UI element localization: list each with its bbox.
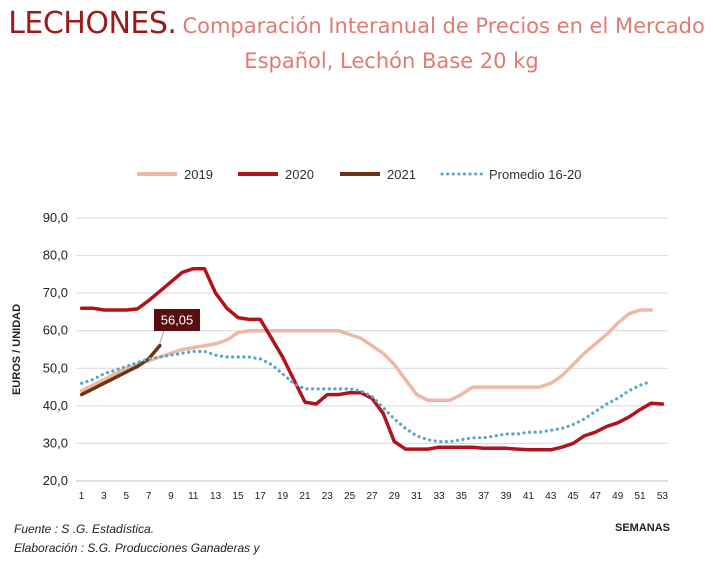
- x-tick-label: 33: [433, 491, 445, 502]
- annotation-layer: 56,05: [154, 309, 200, 344]
- title-main: LECHONES.: [8, 6, 177, 41]
- x-tick-label: 3: [101, 491, 107, 502]
- title-line-1: LECHONES. Comparación Interanual de Preci…: [0, 6, 713, 46]
- source-line-1: Fuente : S .G. Estadística.: [14, 522, 155, 536]
- legend-label-3: Promedio 16-20: [489, 167, 582, 182]
- legend: 2019 2020 2021 Promedio 16-20: [137, 167, 582, 182]
- x-tick-label: 23: [322, 491, 334, 502]
- x-tick-label: 19: [277, 491, 289, 502]
- y-tick-label: 50,0: [43, 360, 68, 375]
- source-line-2: Elaboración : S.G. Producciones Ganadera…: [14, 541, 260, 555]
- x-tick-label: 41: [523, 491, 535, 502]
- series-line-1: [79, 266, 665, 452]
- x-tick-label: 17: [255, 491, 267, 502]
- legend-label-2: 2021: [387, 167, 416, 182]
- title-subtitle-line-1: Comparación Interanual de Precios en el …: [182, 14, 705, 38]
- y-tick-label: 40,0: [43, 398, 68, 413]
- series-layer: [79, 266, 665, 452]
- y-tick-label: 90,0: [43, 210, 68, 225]
- title-subtitle-line-2: Español, Lechón Base 20 kg: [244, 49, 539, 73]
- x-tick-label: 45: [567, 491, 579, 502]
- x-axis-title: SEMANAS: [615, 522, 670, 534]
- x-tick-label: 31: [411, 491, 423, 502]
- series-line-3: [80, 349, 653, 444]
- annotation-leader: [159, 330, 165, 344]
- x-tick-label: 37: [478, 491, 490, 502]
- x-tick-label: 9: [168, 491, 174, 502]
- x-tick-label: 1: [79, 491, 85, 502]
- legend-label-0: 2019: [184, 167, 213, 182]
- x-tick-label: 35: [456, 491, 468, 502]
- y-tick-label: 20,0: [43, 473, 68, 488]
- gridlines: [76, 217, 668, 482]
- x-tick-label: 29: [389, 491, 401, 502]
- x-tick-label: 5: [123, 491, 129, 502]
- x-tick-label: 25: [344, 491, 356, 502]
- title-block: LECHONES. Comparación Interanual de Preci…: [0, 6, 713, 76]
- y-axis: 20,0 30,0 40,0 50,0 60,0 70,0 80,0 90,0 EUROS / …: [11, 210, 68, 488]
- y-axis-title: EUROS / UNIDAD: [11, 304, 23, 395]
- x-tick-label: 13: [210, 491, 222, 502]
- y-tick-label: 30,0: [43, 435, 68, 450]
- x-tick-label: 21: [299, 491, 311, 502]
- x-tick-label: 47: [590, 491, 602, 502]
- x-tick-label: 43: [545, 491, 557, 502]
- x-tick-label: 39: [500, 491, 512, 502]
- x-tick-label: 11: [188, 491, 199, 502]
- x-tick-label: 53: [657, 491, 669, 502]
- series-line-2: [79, 343, 162, 397]
- y-tick-label: 80,0: [43, 248, 68, 263]
- y-tick-label: 60,0: [43, 323, 68, 338]
- annotation-label: 56,05: [161, 313, 194, 328]
- y-tick-label: 70,0: [43, 285, 68, 300]
- x-tick-label: 27: [366, 491, 378, 502]
- x-axis: 1 3 5 7 9 11 13 15 17 19 21 23 25 27 29 31 33 35 37 39 41 43 4…: [76, 480, 670, 534]
- x-tick-label: 7: [146, 491, 152, 502]
- series-line-0: [79, 308, 653, 402]
- annotation-box: [154, 309, 200, 331]
- x-tick-label: 51: [635, 491, 647, 502]
- legend-label-1: 2020: [285, 167, 314, 182]
- x-tick-label: 49: [612, 491, 624, 502]
- x-tick-label: 15: [232, 491, 244, 502]
